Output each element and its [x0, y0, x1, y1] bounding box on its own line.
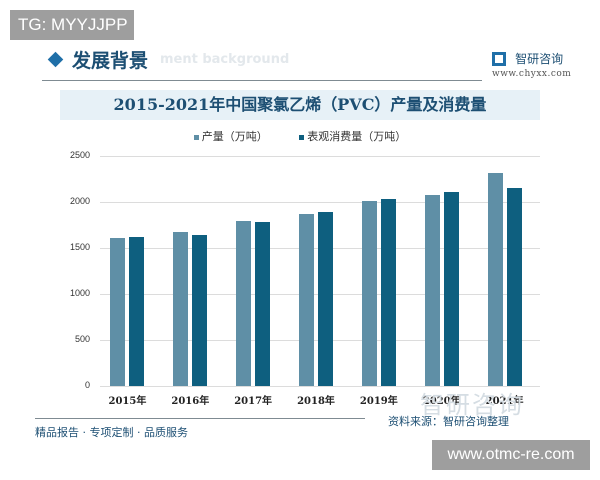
y-tick-label: 0 [84, 380, 90, 390]
bar-consumption [129, 237, 145, 386]
bar-production [110, 237, 126, 386]
bar-consumption [380, 198, 396, 386]
plot-area: 0 500 1000 1500 2000 2500 2015年 2016年 2017年 2018年… [70, 150, 540, 407]
y-tick-label: 1000 [69, 288, 90, 298]
bar-production [487, 173, 503, 386]
bar-production [173, 232, 189, 386]
brand: 智研咨询 www.chyxx.com [492, 48, 571, 79]
chart-title: 2015-2021年中国聚氯乙烯（PVC）产量及消费量 [113, 95, 487, 114]
bar-production [424, 195, 440, 386]
chart-title-band: 2015-2021年中国聚氯乙烯（PVC）产量及消费量 [60, 90, 540, 120]
legend-item-production: 产量（万吨） [193, 128, 268, 144]
legend-item-consumption: 表观消费量（万吨） [299, 128, 406, 144]
watermark-text: 智研咨询 [420, 391, 524, 419]
bar-consumption [443, 192, 459, 386]
y-tick-label: 2000 [69, 196, 90, 206]
legend-swatch-icon [299, 134, 305, 140]
x-tick-label: 2016年 [171, 396, 210, 407]
gridline [100, 202, 540, 203]
footer-divider [35, 418, 365, 419]
brand-name: 智研咨询 [515, 52, 564, 66]
bar-production [299, 213, 314, 386]
y-tick-label: 500 [74, 334, 90, 344]
section-title: 发展背景 [72, 50, 149, 72]
bar-consumption [506, 188, 522, 386]
url-badge: www.otmc-re.com [432, 440, 590, 470]
x-tick-label: 2017年 [234, 396, 273, 407]
x-tick-label: 2019年 [359, 396, 398, 407]
legend-swatch-icon [193, 134, 199, 140]
bar-consumption [255, 221, 271, 386]
gridline [100, 386, 540, 387]
source-note: 资料来源：智研咨询整理 [388, 415, 509, 428]
bar-consumption [318, 212, 333, 386]
y-tick-label: 2500 [69, 150, 90, 160]
brand-url: www.chyxx.com [492, 69, 572, 79]
gridline [100, 156, 540, 157]
bar-production [236, 221, 252, 386]
brand-logo-icon [492, 51, 506, 66]
section-header: 发展背景 ment background [42, 44, 562, 74]
y-tick-label: 1500 [69, 242, 90, 252]
tg-badge: TG: MYYJJPP [10, 10, 134, 40]
x-tick-label: 2021年 [485, 396, 524, 407]
bar-consumption [192, 234, 208, 386]
chart-legend: 产量（万吨） 表观消费量（万吨） [0, 128, 600, 144]
diamond-icon [47, 51, 64, 68]
x-tick-label: 2020年 [422, 396, 461, 407]
section-ghost-text: ment background [160, 52, 290, 67]
footer-tagline: 精品报告 · 专项定制 · 品质服务 [35, 426, 188, 439]
bar-production [361, 201, 377, 386]
header-divider [42, 80, 482, 81]
x-tick-label: 2018年 [297, 396, 335, 407]
x-tick-label: 2015年 [108, 396, 147, 407]
